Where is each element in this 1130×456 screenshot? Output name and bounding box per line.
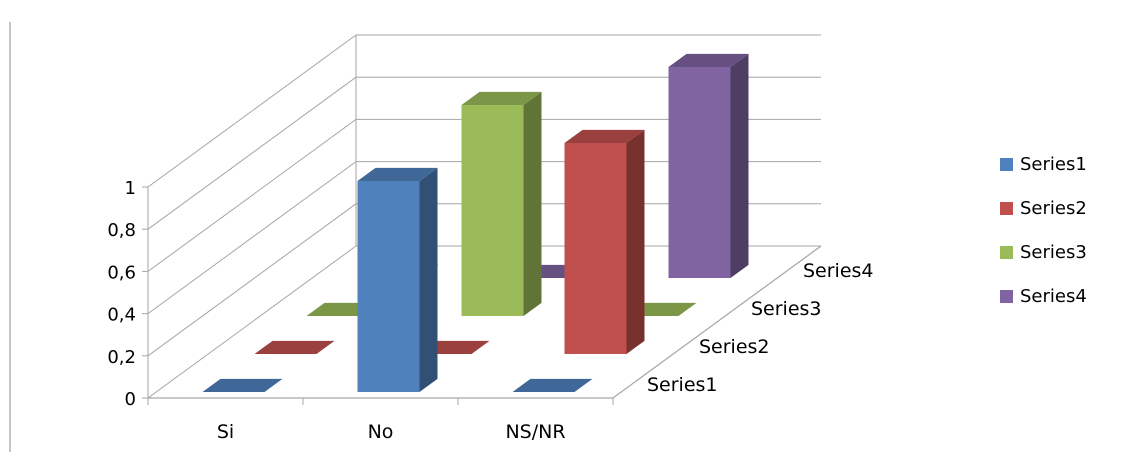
bar-top xyxy=(564,129,645,143)
side-gridline xyxy=(147,118,357,272)
depth-tick-label: Series3 xyxy=(751,298,822,320)
bar-top xyxy=(668,53,749,67)
bar xyxy=(668,67,731,278)
x-tick-label: Si xyxy=(217,421,234,443)
bar-top xyxy=(512,378,593,392)
y-tick-label: 0,4 xyxy=(107,305,136,326)
bar-top xyxy=(202,378,283,392)
bar-side xyxy=(523,91,542,316)
y-tick-label: 0,6 xyxy=(107,262,136,283)
bar-top xyxy=(357,167,438,181)
bar-side xyxy=(730,53,749,278)
side-gridline xyxy=(147,34,357,188)
depth-tick-label: Series2 xyxy=(699,336,770,358)
legend-swatch xyxy=(1000,246,1013,259)
bar-top xyxy=(461,91,542,105)
bar xyxy=(564,143,627,354)
bar-top xyxy=(254,340,335,354)
legend-label: Series1 xyxy=(1020,154,1087,175)
legend-label: Series2 xyxy=(1020,198,1087,219)
x-tick-label: NS/NR xyxy=(505,421,565,443)
depth-axis-line xyxy=(612,245,822,399)
legend-swatch xyxy=(1000,158,1013,171)
y-tick-label: 1 xyxy=(125,178,136,199)
bar xyxy=(461,105,524,316)
depth-tick-label: Series1 xyxy=(647,374,718,396)
legend-label: Series4 xyxy=(1020,286,1087,307)
bar-side xyxy=(419,167,438,392)
y-tick-label: 0,2 xyxy=(107,347,136,368)
depth-tick-label: Series4 xyxy=(803,260,874,282)
legend-swatch xyxy=(1000,290,1013,303)
bar xyxy=(357,181,420,392)
side-gridline xyxy=(147,245,357,399)
y-tick-label: 0 xyxy=(125,389,136,410)
legend-swatch xyxy=(1000,202,1013,215)
y-tick-label: 0,8 xyxy=(107,220,136,241)
side-gridline xyxy=(147,76,357,230)
side-gridline xyxy=(147,161,357,315)
bar-side xyxy=(626,129,645,354)
side-gridline xyxy=(147,203,357,357)
x-tick-label: No xyxy=(368,421,394,443)
legend-label: Series3 xyxy=(1020,242,1087,263)
